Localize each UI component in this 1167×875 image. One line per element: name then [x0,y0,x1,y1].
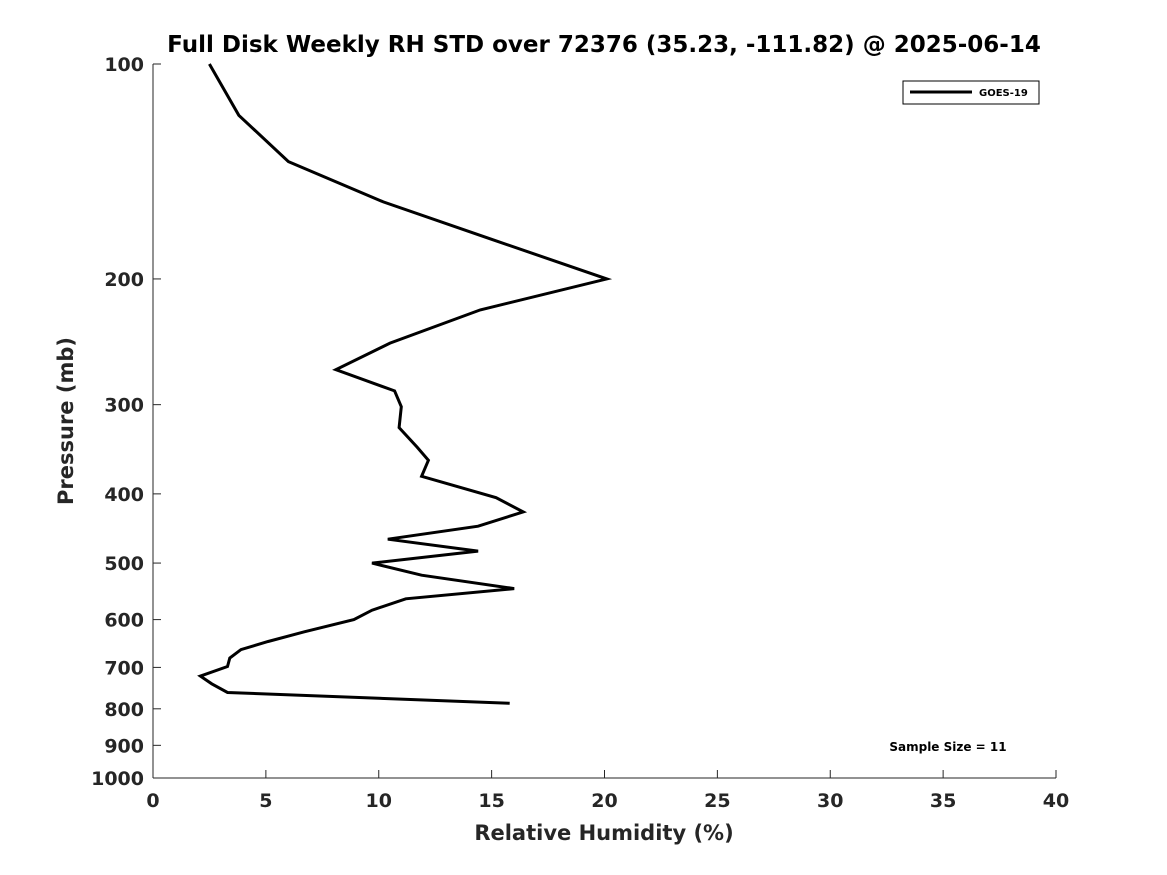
legend-label: GOES-19 [979,88,1028,99]
y-tick-label: 600 [104,610,144,632]
x-tick-label: 35 [930,790,956,812]
y-axis-label: Pressure (mb) [54,337,78,505]
x-tick-label: 30 [817,790,843,812]
y-tick-label: 300 [104,395,144,417]
x-tick-label: 25 [704,790,730,812]
x-tick-label: 15 [478,790,504,812]
x-tick-label: 0 [146,790,159,812]
x-tick-label: 20 [591,790,617,812]
series-layer [197,63,613,705]
y-tick-label: 500 [104,553,144,575]
plot-axes [152,64,1056,779]
y-tick-label: 800 [104,699,144,721]
y-tick-label: 100 [104,54,144,76]
y-tick-label: 400 [104,484,144,506]
x-tick-label: 5 [259,790,272,812]
series-line-goes-19 [197,63,613,705]
sample-size-annotation: Sample Size = 11 [889,740,1006,754]
x-axis-label: Relative Humidity (%) [474,821,733,845]
x-tick-label: 10 [366,790,392,812]
y-tick-label: 200 [104,269,144,291]
y-ticks: 100 200 300 400 500 600 700 800 900 1000 [91,54,161,790]
x-tick-label: 40 [1043,790,1069,812]
chart-title: Full Disk Weekly RH STD over 72376 (35.2… [167,32,1041,58]
x-ticks: 0 5 10 15 20 25 30 35 40 [146,770,1069,812]
y-tick-label: 700 [104,657,144,679]
y-tick-label: 900 [104,735,144,757]
y-tick-label: 1000 [91,768,144,790]
legend: GOES-19 [902,80,1040,105]
